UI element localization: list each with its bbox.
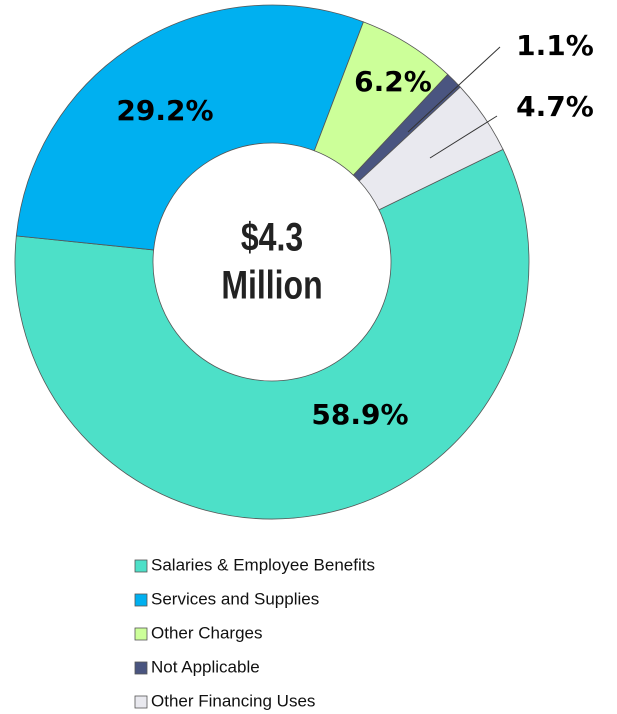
legend-swatch — [134, 661, 148, 675]
legend-swatch — [134, 559, 148, 573]
legend-swatch — [134, 627, 148, 641]
donut-segment — [358, 86, 504, 211]
center-text: $4.3 — [241, 214, 303, 259]
legend-swatch — [134, 593, 148, 607]
legend-label: Salaries & Employee Benefits — [151, 555, 375, 574]
legend-label: Not Applicable — [151, 657, 260, 676]
legend-swatch — [134, 695, 148, 709]
leader-line — [429, 115, 498, 159]
legend-label: Services and Supplies — [151, 589, 319, 608]
leader-line — [407, 46, 501, 133]
legend-label: Other Financing Uses — [151, 691, 315, 710]
donut-segment — [15, 4, 364, 251]
legend-label: Other Charges — [151, 623, 263, 642]
data-label: 4.7% — [516, 90, 594, 123]
data-label: 58.9% — [311, 398, 408, 431]
donut-segment — [14, 148, 530, 520]
center-text: Million — [221, 262, 322, 307]
data-label: 29.2% — [116, 94, 213, 127]
data-label: 6.2% — [354, 65, 432, 98]
data-label: 1.1% — [516, 29, 594, 62]
